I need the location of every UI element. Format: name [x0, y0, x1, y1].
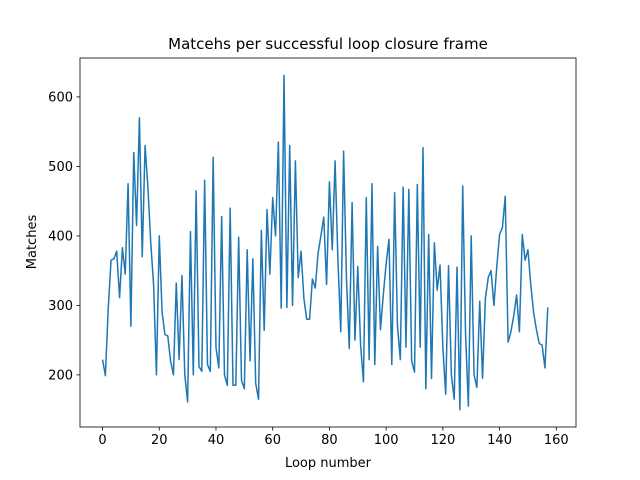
x-tick-label: 120	[430, 433, 455, 448]
data-line	[101, 74, 549, 411]
x-tick-label: 40	[208, 433, 225, 448]
y-axis-label: Matches	[25, 215, 40, 270]
x-tick-label: 140	[487, 433, 512, 448]
y-tick-label: 400	[48, 229, 73, 244]
y-tick-label: 500	[48, 160, 73, 175]
x-tick-label: 20	[151, 433, 168, 448]
y-tick-label: 200	[48, 368, 73, 383]
chart-title: Matcehs per successful loop closure fram…	[168, 35, 488, 53]
x-tick-label: 100	[374, 433, 399, 448]
y-tick-label: 300	[48, 299, 73, 314]
x-tick-label: 60	[264, 433, 281, 448]
y-tick-label: 600	[48, 90, 73, 105]
x-tick-label: 160	[544, 433, 569, 448]
axes-frame	[79, 57, 577, 428]
x-tick-label: 80	[321, 433, 338, 448]
x-axis-label: Loop number	[285, 456, 372, 471]
x-tick-label: 0	[98, 433, 106, 448]
